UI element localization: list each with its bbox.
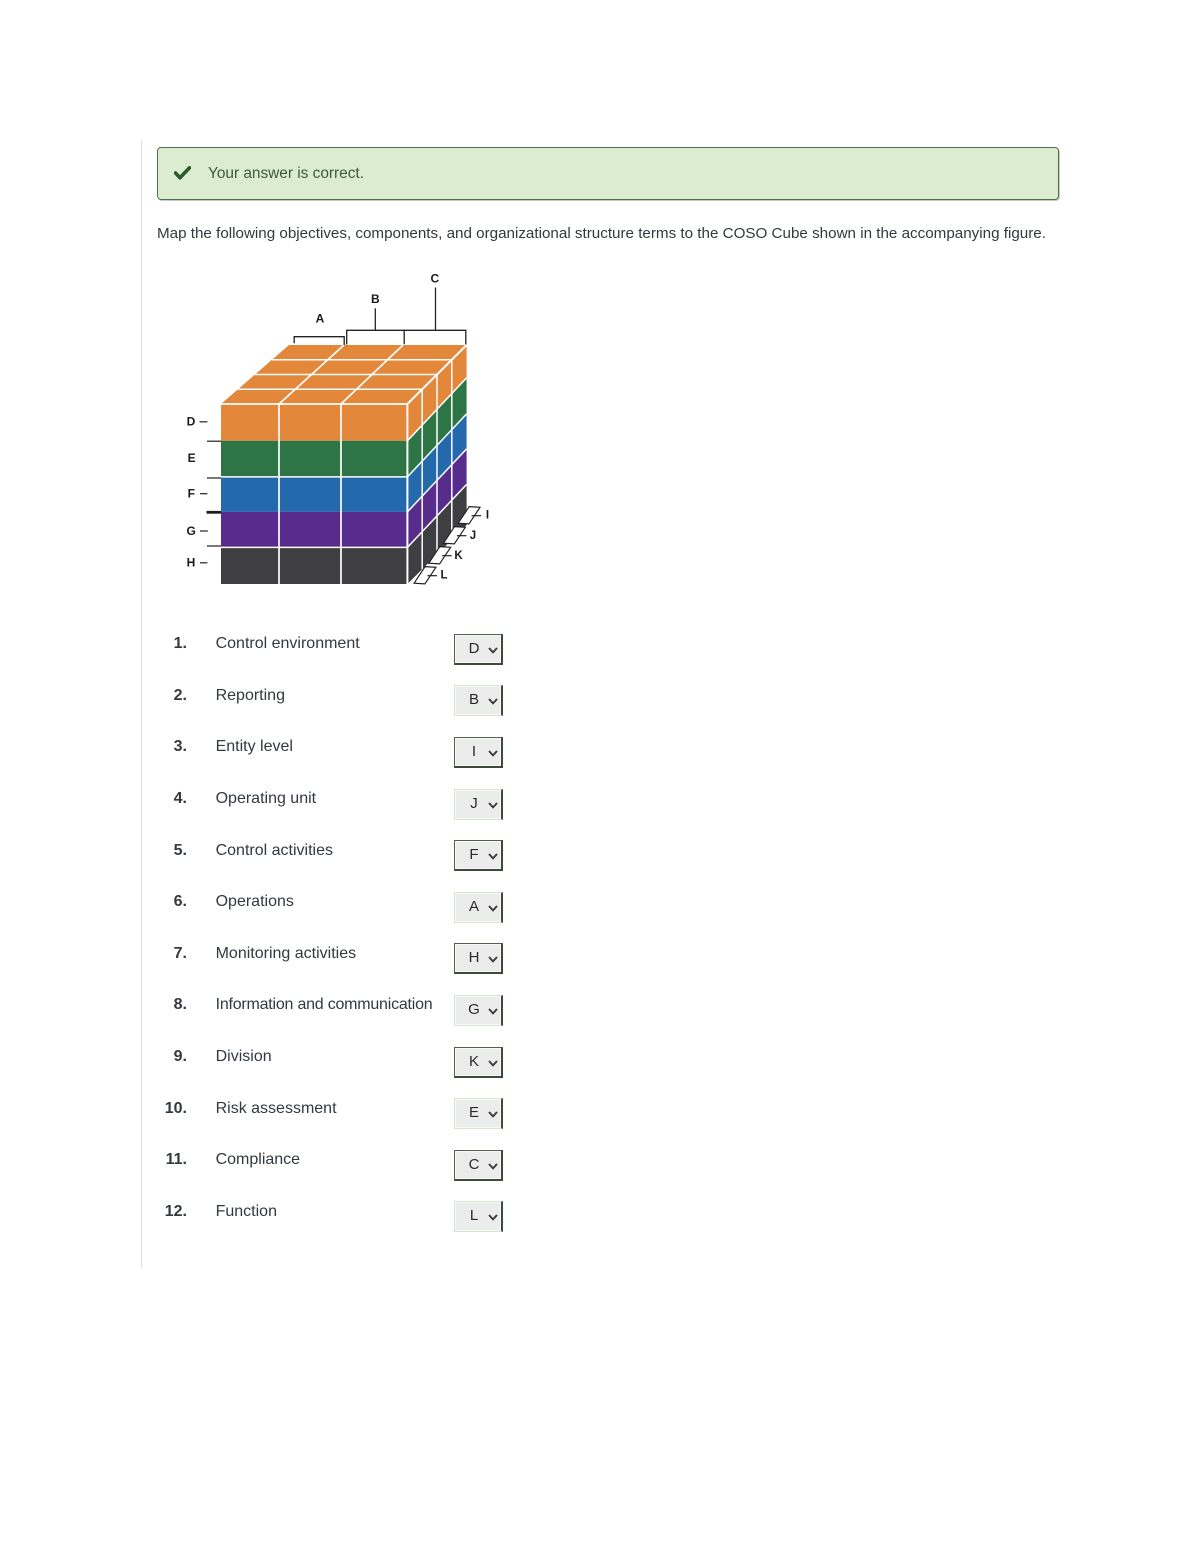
svg-text:J: J bbox=[470, 530, 476, 542]
svg-text:C: C bbox=[430, 272, 439, 286]
svg-text:I: I bbox=[486, 510, 489, 522]
svg-text:D: D bbox=[187, 414, 196, 428]
svg-text:L: L bbox=[440, 570, 447, 582]
svg-text:A: A bbox=[316, 312, 325, 326]
svg-text:B: B bbox=[371, 292, 380, 306]
svg-text:G: G bbox=[187, 524, 196, 538]
svg-text:E: E bbox=[188, 451, 196, 465]
svg-text:H: H bbox=[187, 556, 196, 570]
svg-text:K: K bbox=[454, 550, 463, 562]
svg-text:F: F bbox=[188, 487, 195, 501]
